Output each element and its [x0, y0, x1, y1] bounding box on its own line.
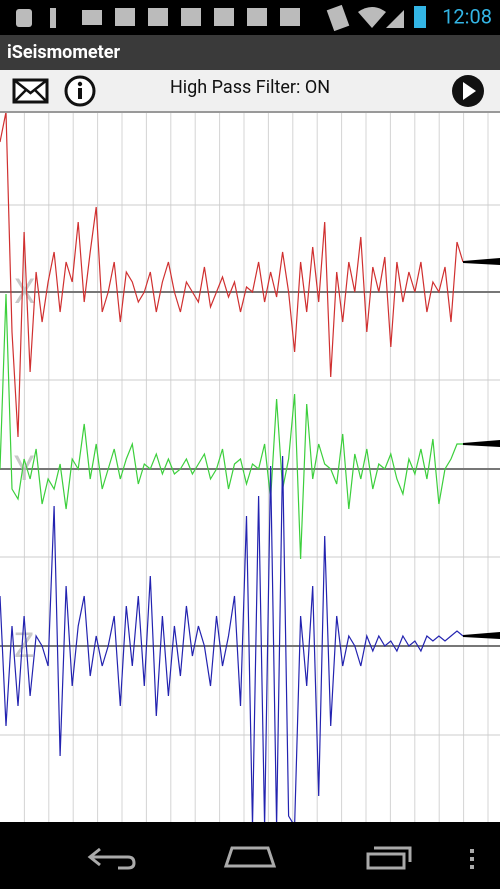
- back-button[interactable]: [87, 847, 136, 870]
- home-button[interactable]: [223, 846, 277, 868]
- level-indicator: [463, 632, 500, 639]
- trace-label: X: [14, 272, 35, 312]
- waveform: [0, 113, 464, 438]
- trace-label: Z: [14, 626, 34, 666]
- email-button[interactable]: [12, 78, 49, 104]
- waveform: [0, 455, 464, 822]
- recents-button[interactable]: [366, 846, 412, 870]
- nav-buttons: [87, 846, 412, 870]
- app-bar: [0, 35, 500, 70]
- traces: [0, 113, 500, 822]
- notification-icons: [16, 4, 426, 32]
- level-indicator: [463, 258, 500, 265]
- waveform: [0, 293, 463, 560]
- play-button[interactable]: [452, 75, 484, 107]
- menu-button[interactable]: [470, 849, 474, 869]
- info-button[interactable]: [64, 75, 96, 107]
- filter-status: High Pass Filter: ON: [170, 77, 330, 98]
- app-title: iSeismometer: [7, 42, 120, 63]
- nav-bar: [0, 822, 500, 889]
- clock: 12:08: [442, 4, 492, 28]
- level-indicator: [463, 440, 500, 447]
